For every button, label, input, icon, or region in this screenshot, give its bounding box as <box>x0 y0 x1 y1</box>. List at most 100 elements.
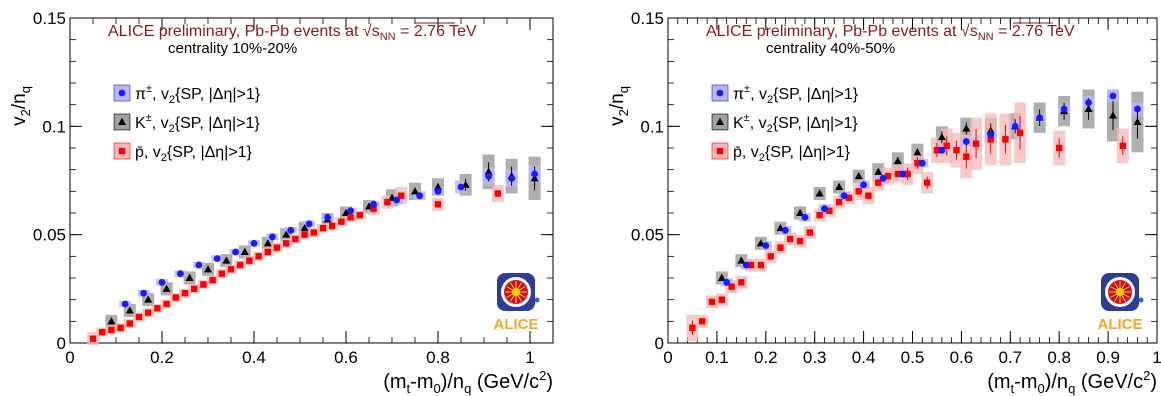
x-tick-label: 0.2 <box>150 348 174 367</box>
legend-marker-proton <box>118 147 126 155</box>
pion-point <box>531 170 538 178</box>
alice-logo-center <box>512 288 520 296</box>
proton-point <box>384 198 391 206</box>
chart-panel-2: 0 0.05 0.1 0.15 0 0.1 0.2 0.3 0.4 0.5 0.6 0.7 0.8 0.9… <box>607 9 1161 396</box>
legend-marker-pion <box>716 89 724 97</box>
legend-label-proton: p̄, v2{SP, |Δη|>1} <box>135 144 253 164</box>
pion-point <box>508 174 515 182</box>
proton-point <box>835 198 843 206</box>
x-tick-label: 1 <box>525 348 534 367</box>
proton-point <box>246 257 253 264</box>
proton-point <box>329 222 336 230</box>
kaon-point <box>162 284 171 292</box>
proton-point <box>264 248 271 256</box>
proton-point <box>99 328 106 336</box>
x-tick-label: 0.5 <box>901 348 925 367</box>
proton-point <box>145 309 152 316</box>
legend-label-pion: π±, v2{SP, |Δη|>1} <box>733 83 859 106</box>
x-tick-label: 0.2 <box>754 348 778 367</box>
pion-point <box>485 172 492 180</box>
pion-point <box>1109 92 1117 100</box>
proton-point <box>1002 136 1009 143</box>
pion-point <box>370 200 377 208</box>
chart-title: ALICE preliminary, Pb-Pb events at √sNN … <box>706 23 1075 43</box>
y-tick-label: 0.15 <box>33 9 66 28</box>
proton-point <box>370 205 377 212</box>
proton-point <box>865 192 872 199</box>
proton-point <box>398 192 405 199</box>
chart-panel-1: 0 0.05 0.1 0.15 0 0.2 0.4 0.6 0.8 1 v2/nq (mt-m0)/n… <box>9 9 554 396</box>
proton-point <box>963 153 970 160</box>
pion-point <box>250 239 258 247</box>
kaon-point <box>185 273 194 281</box>
proton-point <box>273 244 281 251</box>
x-tick-label: 0.1 <box>705 348 729 367</box>
x-tick-label: 0.9 <box>1096 348 1120 367</box>
proton-point <box>806 229 814 236</box>
pion-point <box>962 138 970 145</box>
pion-point <box>1085 99 1092 106</box>
proton-point <box>135 313 143 321</box>
x-axis-label: (mt-m0)/nq (GeV/c2) <box>383 368 553 396</box>
proton-point <box>767 253 774 260</box>
proton-point <box>181 289 189 297</box>
kaon-point <box>300 223 309 232</box>
legend-marker-pion <box>118 89 126 97</box>
proton-point <box>209 276 216 284</box>
kaon-point <box>434 182 442 190</box>
proton-point <box>777 244 784 251</box>
proton-point <box>796 237 804 245</box>
proton-point <box>953 146 960 154</box>
pion-point <box>821 205 828 213</box>
x-tick-label: 0.8 <box>426 348 450 367</box>
kaon-point <box>1133 117 1142 125</box>
proton-point <box>904 170 911 178</box>
proton-point <box>914 159 921 167</box>
proton-point <box>218 270 225 277</box>
alice-logo-dot <box>1138 297 1144 303</box>
alice-logo-text: ALICE <box>1098 316 1143 333</box>
proton-point <box>845 194 853 202</box>
proton-point <box>933 146 941 154</box>
y-tick-label: 0.05 <box>33 226 66 245</box>
pion-point <box>840 192 848 200</box>
x-tick-label: 0 <box>65 348 74 367</box>
chart-subtitle: centrality 40%-50% <box>766 40 895 57</box>
proton-point <box>117 324 124 332</box>
x-tick-label: 0.3 <box>803 348 827 367</box>
kaon-point <box>854 171 863 180</box>
kaon-point <box>530 174 539 182</box>
x-tick-label: 0.6 <box>950 348 974 367</box>
proton-point <box>855 188 862 195</box>
plot-frame <box>69 17 554 344</box>
pion-point <box>158 278 166 286</box>
kaon-point <box>144 295 153 303</box>
x-tick-label: 0 <box>663 348 672 367</box>
pion-point <box>232 248 240 256</box>
x-tick-label: 0.4 <box>852 348 876 367</box>
proton-point <box>310 229 317 236</box>
y-axis-label: v2/nq <box>607 86 631 126</box>
proton-point <box>494 190 501 197</box>
x-tick-label: 0.7 <box>998 348 1022 367</box>
pion-point <box>121 300 129 308</box>
legend-marker-proton <box>716 147 724 155</box>
x-tick-label: 0.6 <box>334 348 358 367</box>
legend-label-pion: π±, v2{SP, |Δη|>1} <box>135 83 261 106</box>
pion-point <box>140 289 148 297</box>
x-tick-label: 0.8 <box>1047 348 1071 367</box>
x-axis-label: (mt-m0)/nq (GeV/c2) <box>987 368 1157 396</box>
proton-point <box>347 214 354 221</box>
proton-point <box>338 218 345 225</box>
y-tick-label: 0.1 <box>42 117 66 136</box>
y-tick-label: 0 <box>57 334 66 353</box>
x-tick-label: 1 <box>1152 348 1161 367</box>
pion-point <box>1134 105 1141 113</box>
proton-point <box>943 142 950 150</box>
proton-point <box>126 320 133 327</box>
proton-point <box>987 136 994 143</box>
y-tick-label: 0 <box>655 334 664 353</box>
kaon-point <box>874 167 883 175</box>
proton-point <box>826 207 833 215</box>
kaon-point <box>263 239 272 247</box>
